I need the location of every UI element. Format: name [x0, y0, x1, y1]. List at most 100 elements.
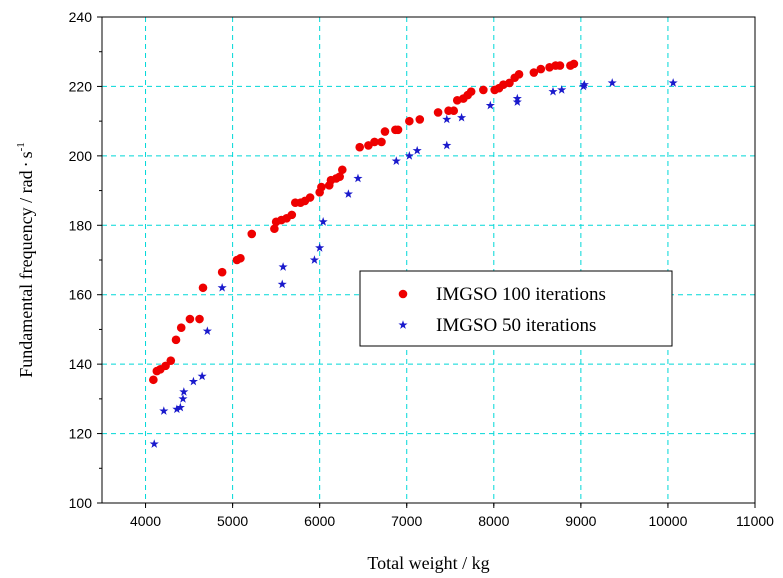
- series-imgso-100: [149, 59, 579, 385]
- x-tick-label: 8000: [478, 513, 509, 529]
- y-tick-label: 220: [69, 78, 93, 94]
- y-tick-label: 100: [69, 495, 93, 511]
- data-point: [195, 314, 204, 324]
- data-point: [412, 145, 422, 155]
- data-point: [370, 137, 379, 147]
- data-point: [555, 61, 565, 70]
- y-axis-title: Fundamental frequency / rad · s-1: [15, 142, 36, 378]
- data-point: [433, 108, 443, 117]
- data-point: [278, 262, 288, 271]
- data-point: [579, 79, 589, 89]
- x-tick-label: 7000: [391, 513, 422, 529]
- data-point: [404, 151, 414, 160]
- data-point: [335, 172, 344, 181]
- data-point: [668, 78, 678, 87]
- data-point: [318, 217, 328, 226]
- legend-marker-imgso-50: [398, 320, 408, 329]
- data-point: [217, 267, 227, 277]
- x-axis-title: Total weight / kg: [367, 553, 489, 573]
- data-point: [514, 69, 524, 79]
- data-point: [512, 97, 522, 106]
- data-point: [479, 85, 488, 95]
- data-point: [236, 253, 245, 263]
- legend-label-imgso-50: IMGSO 50 iterations: [436, 315, 596, 336]
- data-point: [287, 210, 297, 220]
- data-point: [317, 182, 326, 192]
- y-tick-label: 200: [69, 148, 93, 164]
- data-point: [415, 115, 425, 124]
- data-point: [175, 402, 185, 412]
- data-point: [171, 335, 181, 345]
- data-point: [536, 64, 546, 74]
- y-axis-title-dot: ·: [16, 161, 36, 167]
- legend-box: [359, 270, 673, 347]
- data-point: [305, 193, 315, 202]
- data-point: [172, 404, 182, 414]
- data-point: [380, 127, 390, 136]
- data-point: [529, 68, 539, 77]
- data-point: [202, 326, 212, 336]
- data-point: [159, 406, 169, 415]
- data-point: [217, 282, 227, 292]
- legend-marker-circle: [398, 289, 408, 299]
- data-point: [185, 314, 195, 324]
- data-point: [466, 87, 476, 96]
- x-tick-label: 4000: [130, 513, 161, 529]
- y-tick-label: 120: [69, 426, 93, 442]
- data-point: [338, 165, 347, 175]
- plot-area-frame: [101, 16, 756, 504]
- data-point: [391, 156, 401, 165]
- x-tick-label: 11000: [736, 513, 774, 529]
- data-point: [179, 387, 189, 396]
- axis-ticks: 4000 5000 6000 7000 8000 9000 10000 11000 100 120…: [69, 9, 775, 529]
- data-point: [377, 137, 386, 147]
- y-axis-title-superscript: -1: [15, 142, 27, 151]
- y-tick-label: 240: [69, 9, 93, 25]
- data-point: [557, 85, 567, 94]
- y-axis-title-main: Fundamental frequency / rad: [16, 170, 36, 377]
- data-point: [176, 323, 186, 332]
- x-tick-label: 5000: [217, 513, 248, 529]
- data-point: [457, 112, 467, 122]
- data-point: [505, 78, 514, 88]
- series-imgso-50: [149, 78, 678, 448]
- data-point: [442, 140, 452, 150]
- data-point: [277, 279, 287, 289]
- data-point: [178, 394, 188, 403]
- legend-marker-imgso-100: [398, 289, 408, 299]
- legend-marker-star: [398, 320, 408, 329]
- data-point: [355, 142, 365, 152]
- data-point: [607, 78, 617, 87]
- x-tick-label: 9000: [565, 513, 596, 529]
- y-tick-label: 180: [69, 217, 93, 233]
- y-axis-title-unit: s: [16, 151, 36, 158]
- x-tick-label: 6000: [304, 513, 335, 529]
- data-point: [353, 173, 363, 183]
- data-point: [198, 283, 208, 293]
- data-point: [548, 86, 558, 96]
- data-point: [343, 189, 353, 198]
- data-point: [393, 125, 403, 135]
- data-point: [188, 376, 198, 386]
- data-point: [197, 371, 207, 381]
- data-point: [449, 106, 459, 116]
- data-point: [405, 116, 414, 126]
- data-point: [166, 356, 176, 365]
- y-tick-label: 160: [69, 287, 93, 303]
- data-point: [569, 59, 579, 69]
- data-points: [149, 59, 678, 448]
- legend: IMGSO 100 iterations IMGSO 50 iterations: [359, 270, 673, 347]
- data-point: [315, 243, 325, 252]
- grid: [102, 17, 755, 503]
- x-tick-label: 10000: [648, 513, 687, 529]
- data-point: [149, 375, 158, 385]
- data-point: [247, 229, 257, 239]
- legend-label-imgso-100: IMGSO 100 iterations: [436, 284, 606, 305]
- data-point: [309, 255, 320, 264]
- data-point: [161, 361, 170, 371]
- y-tick-label: 140: [69, 356, 93, 372]
- data-point: [442, 114, 452, 124]
- data-point: [512, 93, 522, 103]
- data-point: [270, 224, 279, 234]
